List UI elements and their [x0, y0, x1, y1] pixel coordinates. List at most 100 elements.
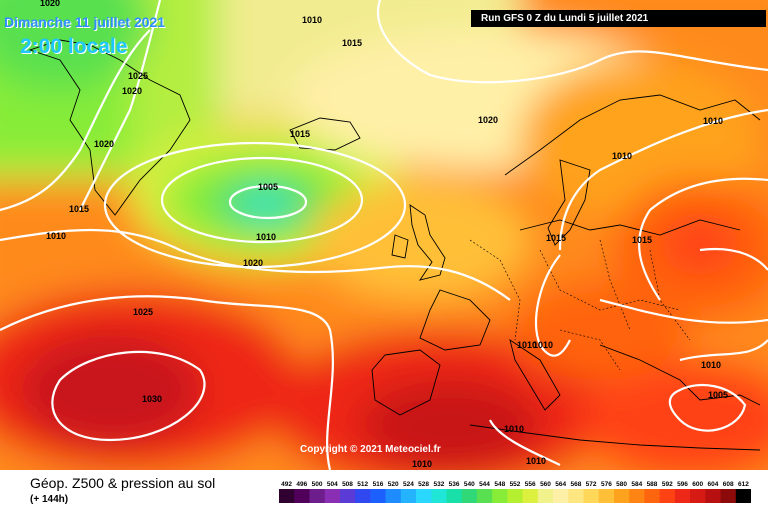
- scale-tick-label: 604: [707, 481, 718, 488]
- scale-swatch: [522, 489, 539, 503]
- scale-tick-label: 520: [388, 481, 399, 488]
- scale-swatch: [537, 489, 554, 503]
- coastlines: [28, 39, 761, 451]
- geopotential-field: [0, 0, 768, 470]
- isobar-label: 1015: [290, 129, 310, 139]
- scale-tick-label: 584: [631, 481, 642, 488]
- isobar-label: 1010: [504, 424, 524, 434]
- scale-tick-label: 612: [738, 481, 749, 488]
- isobar-label: 1015: [632, 235, 652, 245]
- isobar-label: 1010: [256, 232, 276, 242]
- isobar-label: 1015: [546, 233, 566, 243]
- isobar-label: 1010: [533, 340, 553, 350]
- scale-tick-label: 524: [403, 481, 414, 488]
- scale-tick-label: 556: [525, 481, 536, 488]
- scale-tick-label: 548: [494, 481, 505, 488]
- isobar-label: 1010: [701, 360, 721, 370]
- scale-tick-label: 508: [342, 481, 353, 488]
- scale-swatch: [492, 489, 508, 503]
- scale-tick-label: 504: [327, 481, 338, 488]
- forecast-date: Dimanche 11 juillet 2021: [4, 14, 166, 30]
- isobar-label: 1025: [128, 71, 148, 81]
- scale-tick-label: 596: [677, 481, 688, 488]
- scale-swatch: [720, 489, 737, 503]
- scale-swatch: [279, 489, 295, 503]
- scale-tick-label: 552: [510, 481, 521, 488]
- forecast-map: 1020 1010 1015 1025 1020 1020 1015 1015 …: [0, 0, 768, 470]
- scale-tick-label: 588: [647, 481, 658, 488]
- isobar-label: 1025: [133, 307, 153, 317]
- scale-tick-label: 564: [555, 481, 566, 488]
- scale-swatch: [598, 489, 615, 503]
- scale-tick-label: 544: [479, 481, 490, 488]
- scale-swatch: [705, 489, 721, 503]
- isobar-labels: 1020 1010 1015 1025 1020 1020 1015 1015 …: [40, 0, 728, 469]
- isobar-label: 1020: [478, 115, 498, 125]
- isobar-label: 1010: [302, 15, 322, 25]
- isobar-label: 1010: [703, 116, 723, 126]
- isobar-label: 1020: [243, 258, 263, 268]
- isobar-lines: [0, 0, 768, 470]
- scale-swatch: [431, 489, 447, 503]
- scale-tick-label: 540: [464, 481, 475, 488]
- isobar-label: 1020: [94, 139, 114, 149]
- scale-swatch: [446, 489, 463, 503]
- isobar-label: 1015: [342, 38, 362, 48]
- scale-swatch: [385, 489, 402, 503]
- scale-swatch: [690, 489, 706, 503]
- scale-swatch: [400, 489, 417, 503]
- isobar-label: 1020: [122, 86, 142, 96]
- scale-swatch: [553, 489, 569, 503]
- scale-tick-label: 516: [373, 481, 384, 488]
- scale-swatch: [355, 489, 371, 503]
- scale-swatch: [370, 489, 386, 503]
- isobar-label: 1020: [40, 0, 60, 8]
- isobar-label: 1030: [142, 394, 162, 404]
- isobar-label: 1015: [69, 204, 89, 214]
- scale-swatch: [416, 489, 432, 503]
- scale-tick-label: 536: [449, 481, 460, 488]
- forecast-lead-time: (+ 144h): [30, 494, 69, 505]
- isobar-label: 1010: [412, 459, 432, 469]
- legend-footer: Géop. Z500 & pression au sol (+ 144h) 49…: [0, 470, 768, 512]
- scale-tick-label: 500: [312, 481, 323, 488]
- scale-tick-label: 532: [433, 481, 444, 488]
- scale-tick-label: 572: [586, 481, 597, 488]
- isobar-label: 1010: [517, 340, 537, 350]
- scale-tick-label: 528: [418, 481, 429, 488]
- legend-title: Géop. Z500 & pression au sol: [30, 475, 216, 491]
- scale-tick-label: 496: [296, 481, 307, 488]
- isobar-label: 1005: [258, 182, 278, 192]
- color-scale: 492 496 500 504 508 512 516 520 524 528 532 536 540 5…: [279, 481, 751, 503]
- isobar-label: 1010: [46, 231, 66, 241]
- scale-tick-label: 568: [570, 481, 581, 488]
- scale-swatch: [507, 489, 523, 503]
- isobar-label: 1010: [612, 151, 632, 161]
- scale-tick-label: 576: [601, 481, 612, 488]
- scale-swatch: [309, 489, 326, 503]
- borders: [469, 239, 691, 371]
- scale-tick-label: 608: [723, 481, 734, 488]
- scale-swatch: [644, 489, 660, 503]
- scale-tick-label: 592: [662, 481, 673, 488]
- isobar-label: 1010: [526, 456, 546, 466]
- local-time: 2:00 locale: [20, 35, 128, 58]
- isobar-label: 1005: [708, 390, 728, 400]
- model-run-label: Run GFS 0 Z du Lundi 5 juillet 2021: [471, 10, 766, 27]
- scale-swatch: [461, 489, 478, 503]
- scale-tick-label: 600: [692, 481, 703, 488]
- scale-swatch: [583, 489, 600, 503]
- scale-swatch: [629, 489, 645, 503]
- scale-tick-label: 512: [357, 481, 368, 488]
- scale-swatch: [659, 489, 676, 503]
- scale-tick-label: 492: [281, 481, 292, 488]
- scale-swatch: [339, 489, 356, 503]
- scale-swatch: [674, 489, 691, 503]
- scale-tick-label: 580: [616, 481, 627, 488]
- scale-swatch: [324, 489, 341, 503]
- scale-tick-label: 560: [540, 481, 551, 488]
- scale-swatch: [614, 489, 630, 503]
- scale-swatch: [735, 489, 751, 503]
- scale-swatch: [476, 489, 493, 503]
